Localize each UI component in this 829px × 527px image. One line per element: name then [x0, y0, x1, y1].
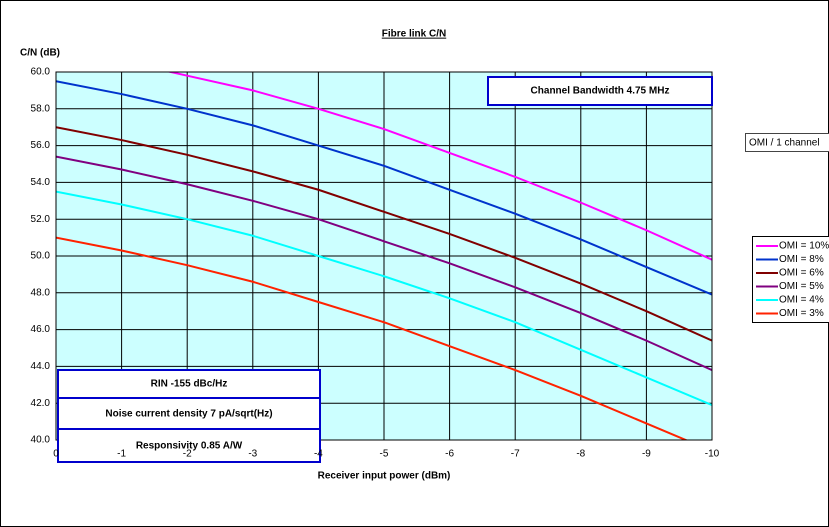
- annotation-box: [57, 428, 321, 463]
- legend-title-box: [745, 133, 829, 152]
- x-tick-label: -4: [314, 449, 323, 460]
- plot-border: [55, 71, 713, 441]
- legend-label: OMI = 8%: [779, 254, 824, 265]
- legend: [752, 236, 829, 323]
- y-tick-label: 54.0: [31, 177, 51, 188]
- x-tick-label: -2: [183, 449, 192, 460]
- series-line: [56, 236, 689, 440]
- y-tick-label: 60.0: [31, 67, 51, 78]
- legend-label: OMI = 6%: [779, 268, 824, 279]
- x-tick-label: -9: [642, 449, 651, 460]
- x-tick-label: -5: [380, 449, 389, 460]
- series-line: [56, 126, 712, 342]
- legend-label: OMI = 5%: [779, 281, 824, 292]
- annotation-box: [57, 397, 321, 430]
- series-line: [56, 155, 712, 371]
- annotation-box: [487, 76, 713, 106]
- x-axis-label: Receiver input power (dBm): [318, 471, 451, 482]
- x-tick-label: -10: [705, 449, 720, 460]
- legend-title: OMI / 1 channel: [749, 138, 820, 149]
- annotation: RIN -155 dBc/Hz: [151, 379, 228, 390]
- x-tick-label: -7: [511, 449, 520, 460]
- annotation: Responsivity 0.85 A/W: [136, 441, 243, 452]
- x-tick-label: 0: [53, 449, 59, 460]
- x-tick-label: -3: [248, 449, 257, 460]
- y-tick-label: 48.0: [31, 287, 51, 298]
- x-tick-label: -1: [117, 449, 126, 460]
- y-tick-label: 46.0: [31, 324, 51, 335]
- x-tick-label: -6: [445, 449, 454, 460]
- legend-label: OMI = 10%: [779, 241, 829, 252]
- series-line: [56, 80, 712, 296]
- series-line: [56, 190, 712, 406]
- y-tick-label: 50.0: [31, 251, 51, 262]
- y-tick-label: 40.0: [31, 435, 51, 446]
- annotation: Channel Bandwidth 4.75 MHz: [531, 86, 670, 97]
- chart-title: Fibre link C/N: [382, 29, 446, 40]
- y-axis-label: C/N (dB): [20, 48, 60, 59]
- legend-label: OMI = 4%: [779, 295, 824, 306]
- legend-label: OMI = 3%: [779, 308, 824, 319]
- y-tick-label: 42.0: [31, 398, 51, 409]
- x-tick-label: -8: [576, 449, 585, 460]
- annotation: Noise current density 7 pA/sqrt(Hz): [105, 409, 272, 420]
- y-tick-label: 52.0: [31, 214, 51, 225]
- y-tick-label: 58.0: [31, 103, 51, 114]
- y-tick-label: 44.0: [31, 361, 51, 372]
- y-tick-label: 56.0: [31, 140, 51, 151]
- series-line: [166, 72, 712, 261]
